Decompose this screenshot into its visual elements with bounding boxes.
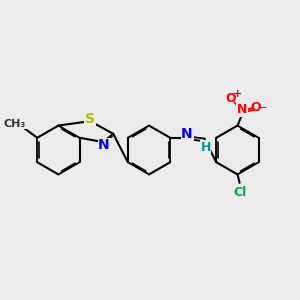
Text: N: N — [98, 138, 110, 152]
Text: CH₃: CH₃ — [4, 119, 26, 129]
Text: N: N — [236, 103, 247, 116]
Text: O: O — [250, 100, 260, 113]
Text: ⁻: ⁻ — [259, 103, 266, 116]
Text: H: H — [200, 141, 211, 154]
Text: S: S — [85, 112, 95, 126]
Text: O: O — [226, 92, 236, 105]
Text: Cl: Cl — [233, 186, 246, 199]
Text: N: N — [181, 128, 193, 141]
Text: +: + — [233, 89, 242, 99]
